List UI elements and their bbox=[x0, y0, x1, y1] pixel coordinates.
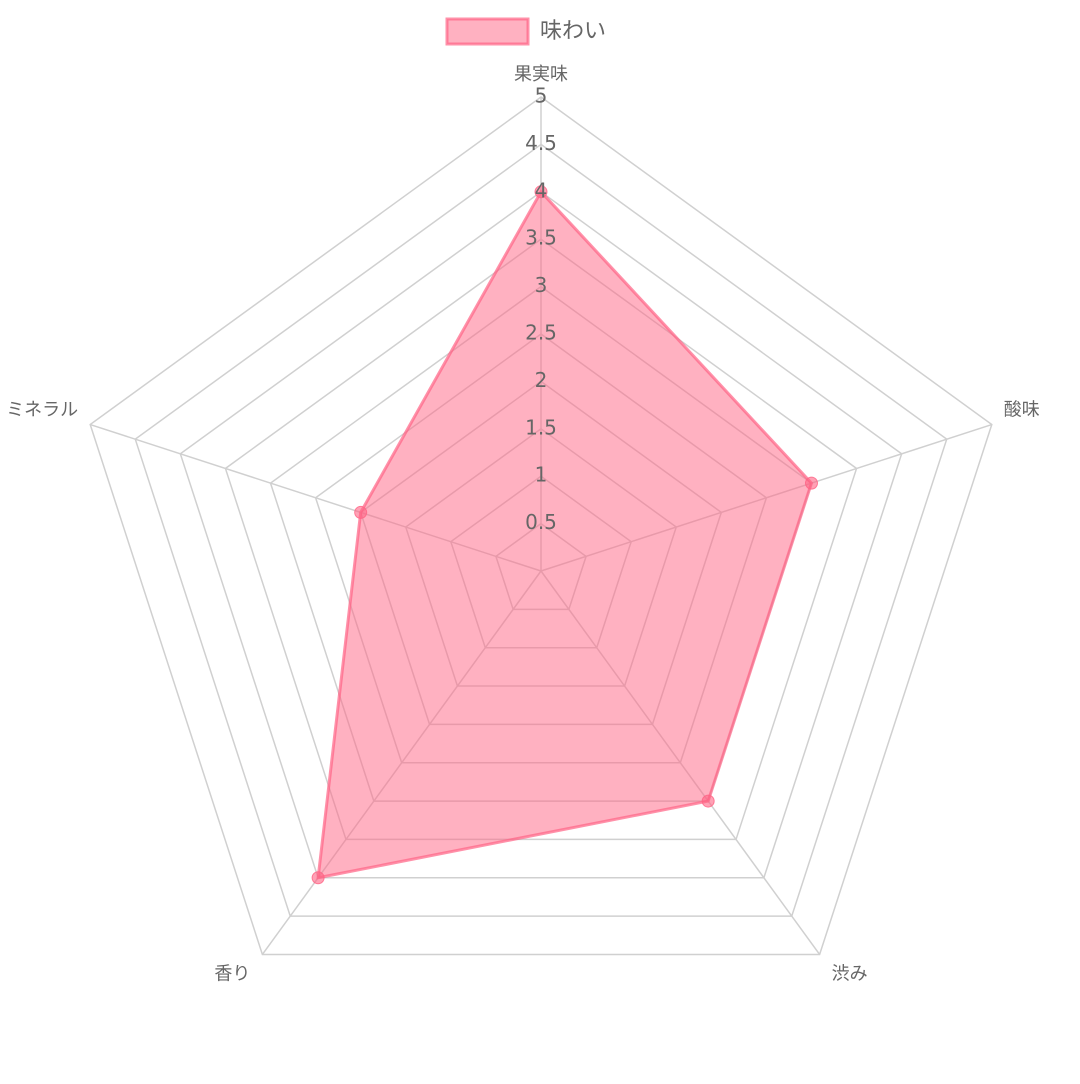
data-point bbox=[701, 794, 715, 808]
r-tick-label: 4.5 bbox=[525, 131, 557, 155]
r-tick-label: 3 bbox=[535, 273, 548, 297]
r-tick-label: 4 bbox=[535, 178, 548, 202]
category-label: 果実味 bbox=[514, 64, 568, 85]
r-tick-label: 2 bbox=[535, 368, 548, 392]
legend-swatch bbox=[445, 17, 530, 46]
category-label: 香り bbox=[214, 963, 250, 984]
r-tick-label: 3.5 bbox=[525, 226, 557, 250]
grid-ring bbox=[134, 143, 948, 917]
r-tick-label: 5 bbox=[535, 84, 548, 108]
category-label: ミネラル bbox=[6, 400, 78, 421]
legend-item: 味わい bbox=[445, 17, 606, 46]
grid-ring bbox=[179, 190, 903, 879]
data-point bbox=[354, 505, 368, 519]
data-point bbox=[804, 476, 818, 490]
legend-label: 味わい bbox=[540, 19, 606, 44]
grid-ring bbox=[89, 96, 993, 956]
category-label: 酸味 bbox=[1004, 400, 1040, 421]
r-tick-label: 0.5 bbox=[525, 510, 557, 534]
r-tick-label: 2.5 bbox=[525, 321, 557, 345]
data-point bbox=[534, 185, 548, 199]
r-tick-label: 1 bbox=[535, 463, 548, 487]
category-label: 渋み bbox=[832, 963, 868, 984]
data-point bbox=[311, 871, 325, 885]
grid-ring bbox=[224, 238, 858, 841]
r-tick-label: 1.5 bbox=[525, 415, 557, 439]
series-area bbox=[316, 189, 814, 880]
